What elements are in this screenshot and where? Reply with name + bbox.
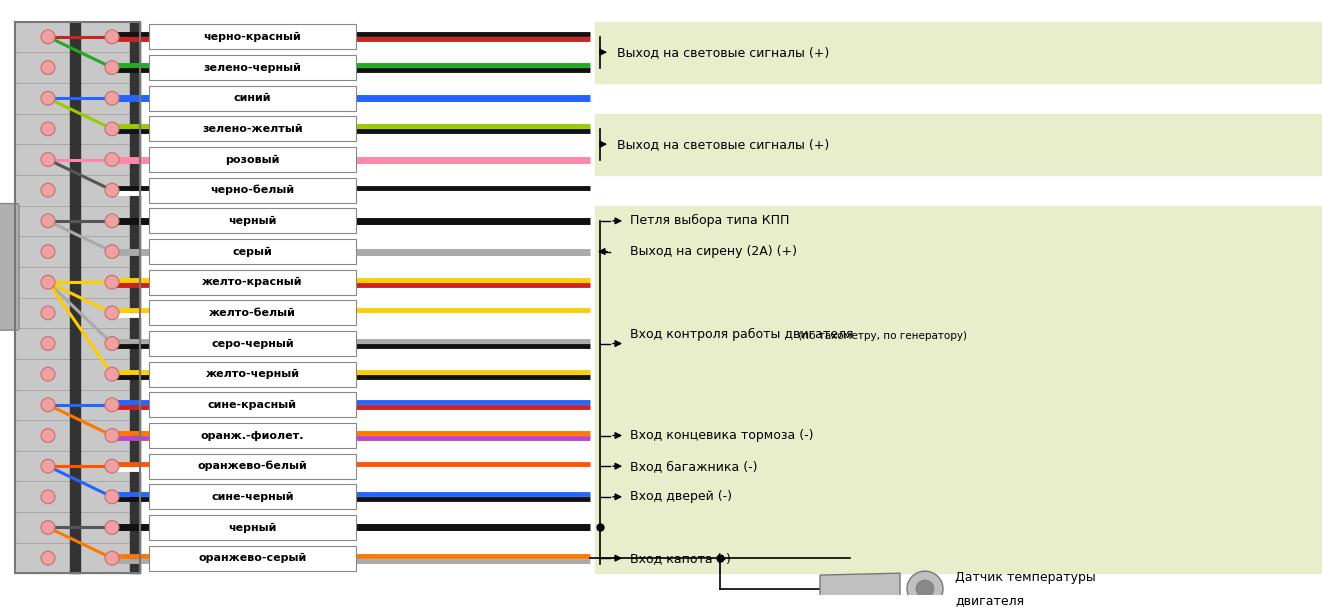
Circle shape — [41, 551, 56, 565]
Polygon shape — [820, 573, 900, 605]
Text: желто-черный: желто-черный — [205, 369, 300, 379]
Text: сине-черный: сине-черный — [212, 492, 293, 502]
FancyBboxPatch shape — [0, 203, 19, 330]
Circle shape — [104, 30, 119, 44]
Text: зелено-черный: зелено-черный — [204, 63, 301, 73]
Text: оранжево-серый: оранжево-серый — [198, 553, 307, 563]
Circle shape — [104, 183, 119, 197]
Text: Выход на световые сигналы (+): Выход на световые сигналы (+) — [617, 46, 829, 59]
Circle shape — [41, 429, 56, 443]
Text: серый: серый — [233, 246, 272, 257]
Circle shape — [104, 367, 119, 381]
Bar — [15, 22, 140, 574]
Bar — [595, 206, 1322, 267]
Bar — [595, 114, 1322, 175]
Circle shape — [41, 61, 56, 75]
Circle shape — [41, 122, 56, 136]
Circle shape — [104, 122, 119, 136]
Text: желто-белый: желто-белый — [209, 308, 296, 318]
Bar — [15, 22, 140, 574]
Text: серо-черный: серо-черный — [212, 339, 293, 348]
FancyBboxPatch shape — [149, 484, 356, 509]
Text: черный: черный — [229, 216, 276, 226]
FancyBboxPatch shape — [149, 239, 356, 264]
Bar — [595, 22, 1322, 83]
Text: Вход контроля работы двигателя: Вход контроля работы двигателя — [631, 328, 854, 341]
FancyBboxPatch shape — [149, 55, 356, 80]
Circle shape — [104, 490, 119, 504]
Circle shape — [104, 245, 119, 259]
FancyBboxPatch shape — [149, 331, 356, 356]
Text: оранж.-фиолет.: оранж.-фиолет. — [201, 430, 304, 441]
Circle shape — [104, 214, 119, 228]
FancyBboxPatch shape — [149, 208, 356, 233]
Circle shape — [104, 521, 119, 534]
Circle shape — [104, 459, 119, 473]
Circle shape — [41, 490, 56, 504]
Text: Вход дверей (-): Вход дверей (-) — [631, 490, 732, 503]
Circle shape — [104, 337, 119, 350]
Circle shape — [41, 459, 56, 473]
Text: двигателя: двигателя — [954, 594, 1025, 607]
Circle shape — [41, 276, 56, 289]
Circle shape — [41, 30, 56, 44]
Circle shape — [104, 276, 119, 289]
FancyBboxPatch shape — [149, 86, 356, 110]
FancyBboxPatch shape — [149, 453, 356, 479]
Circle shape — [41, 214, 56, 228]
Bar — [70, 22, 81, 574]
Circle shape — [104, 398, 119, 412]
Bar — [595, 512, 1322, 574]
Text: Петля выбора типа КПП: Петля выбора типа КПП — [631, 214, 789, 228]
Circle shape — [41, 398, 56, 412]
FancyBboxPatch shape — [149, 117, 356, 141]
FancyBboxPatch shape — [149, 423, 356, 448]
Text: розовый: розовый — [225, 155, 280, 164]
Circle shape — [41, 337, 56, 350]
FancyBboxPatch shape — [149, 362, 356, 387]
Text: черный: черный — [229, 523, 276, 532]
Text: черно-белый: черно-белый — [210, 185, 295, 195]
Text: синий: синий — [234, 93, 271, 103]
Text: Вход концевика тормоза (-): Вход концевика тормоза (-) — [631, 429, 813, 442]
FancyBboxPatch shape — [149, 147, 356, 172]
Text: Вход багажника (-): Вход багажника (-) — [631, 459, 758, 473]
Circle shape — [907, 571, 943, 606]
Text: Выход на световые сигналы (+): Выход на световые сигналы (+) — [617, 138, 829, 151]
Text: оранжево-белый: оранжево-белый — [197, 461, 308, 472]
Circle shape — [104, 551, 119, 565]
Text: зелено-желтый: зелено-желтый — [202, 124, 303, 134]
FancyBboxPatch shape — [149, 392, 356, 418]
FancyBboxPatch shape — [149, 270, 356, 294]
Bar — [130, 22, 140, 574]
Circle shape — [104, 153, 119, 166]
Text: Выход на сирену (2А) (+): Выход на сирену (2А) (+) — [631, 245, 797, 258]
Text: сине-красный: сине-красный — [208, 400, 297, 410]
Text: Датчик температуры: Датчик температуры — [954, 571, 1096, 584]
FancyBboxPatch shape — [149, 300, 356, 325]
Circle shape — [104, 306, 119, 320]
Circle shape — [41, 153, 56, 166]
Circle shape — [41, 183, 56, 197]
FancyBboxPatch shape — [149, 515, 356, 540]
FancyBboxPatch shape — [149, 178, 356, 203]
Text: желто-красный: желто-красный — [202, 277, 303, 287]
Text: Вход капота (-): Вход капота (-) — [631, 552, 731, 565]
Bar — [595, 390, 1322, 512]
Circle shape — [41, 92, 56, 105]
Circle shape — [41, 306, 56, 320]
Circle shape — [41, 521, 56, 534]
Circle shape — [41, 245, 56, 259]
Circle shape — [916, 580, 935, 598]
Circle shape — [104, 429, 119, 443]
Circle shape — [104, 61, 119, 75]
Circle shape — [41, 367, 56, 381]
FancyBboxPatch shape — [149, 24, 356, 49]
Text: черно-красный: черно-красный — [204, 32, 301, 42]
Circle shape — [104, 92, 119, 105]
FancyBboxPatch shape — [149, 546, 356, 571]
Text: (по тахометру, по генератору): (по тахометру, по генератору) — [795, 331, 966, 341]
Bar — [595, 267, 1322, 390]
